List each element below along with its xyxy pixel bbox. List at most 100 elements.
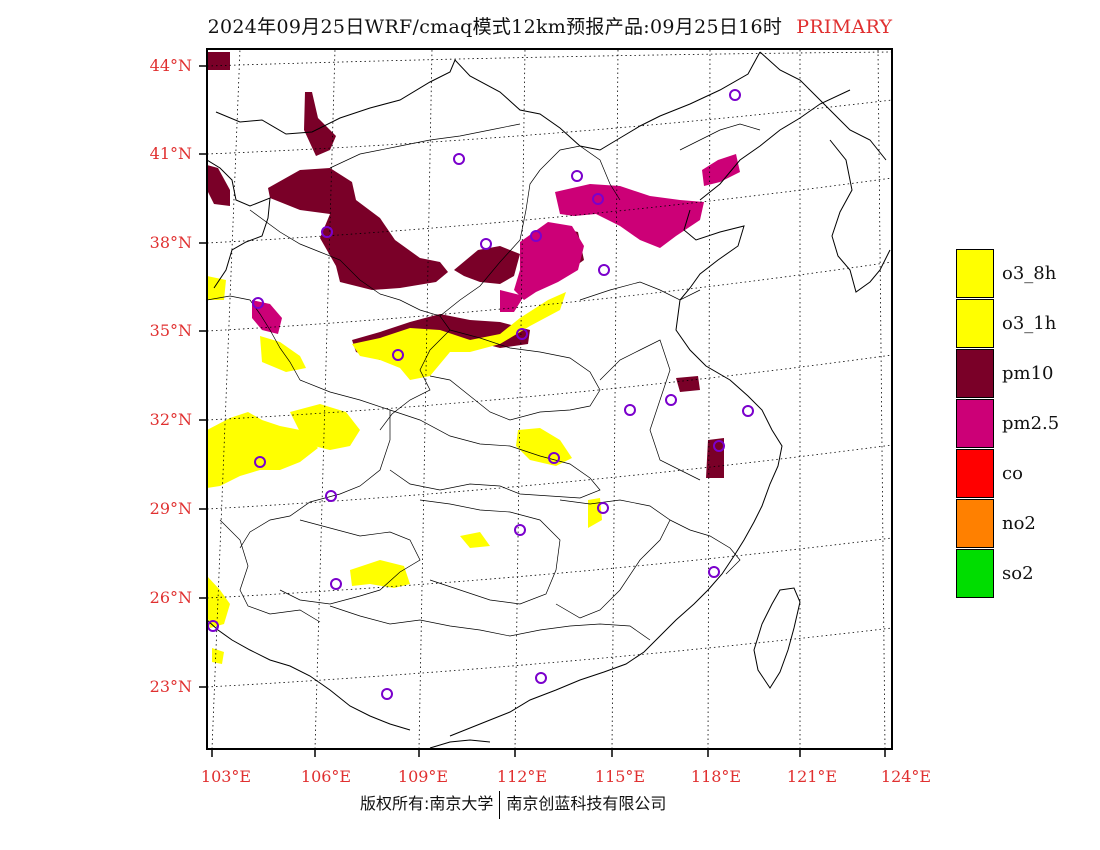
station-marker bbox=[325, 490, 337, 502]
lat-label: 32°N bbox=[150, 410, 192, 429]
legend-swatch bbox=[956, 299, 994, 348]
legend-item-pm25: pm2.5 bbox=[956, 399, 1096, 449]
lon-label: 124°E bbox=[881, 767, 931, 786]
lat-label: 35°N bbox=[150, 321, 192, 340]
lon-label: 121°E bbox=[787, 767, 837, 786]
legend-swatch bbox=[956, 549, 994, 598]
station-marker bbox=[665, 394, 677, 406]
lat-label: 38°N bbox=[150, 233, 192, 252]
national-border-north bbox=[215, 51, 761, 151]
pm10-region-northwest-corner bbox=[207, 52, 230, 70]
prov-yunnan bbox=[219, 519, 321, 623]
lon-labels: 103°E 106°E 109°E 112°E 115°E 118°E 121°… bbox=[201, 767, 931, 786]
lon-label: 115°E bbox=[595, 767, 645, 786]
prov-hunan bbox=[419, 499, 561, 605]
title-main: 2024年09月25日WRF/cmaq模式12km预报产品:09月25日16时 bbox=[207, 16, 783, 38]
prov-hubei bbox=[389, 409, 601, 499]
prov-innermongolia bbox=[329, 123, 521, 169]
station-marker bbox=[597, 502, 609, 514]
o3-region-sichuan-east bbox=[290, 404, 360, 450]
station-marker bbox=[453, 153, 465, 165]
legend-item-o3-8h: o3_8h bbox=[956, 249, 1096, 299]
prov-shanxi bbox=[439, 169, 541, 317]
prov-hebei bbox=[539, 145, 621, 201]
pm10-region-shanxi bbox=[454, 246, 520, 284]
map-frame-border bbox=[206, 48, 893, 750]
legend-item-so2: so2 bbox=[956, 549, 1096, 599]
lon-label: 109°E bbox=[398, 767, 448, 786]
national-border-southwest bbox=[207, 619, 411, 731]
station-marker bbox=[516, 328, 528, 340]
map-frame-bg bbox=[207, 49, 892, 749]
prov-shaanxi bbox=[379, 293, 451, 431]
o3-region-central bbox=[352, 292, 566, 380]
prov-guangxi-guangdong bbox=[329, 605, 651, 641]
lat-line-23 bbox=[207, 627, 892, 688]
provincial-borders bbox=[207, 123, 761, 641]
pm10-region-inner-mongolia bbox=[304, 92, 336, 156]
legend-label: pm10 bbox=[1002, 363, 1054, 384]
station-marker bbox=[742, 405, 754, 417]
pm10-region-north bbox=[268, 168, 448, 290]
national-border-west bbox=[207, 159, 271, 289]
pm25-region-northeast bbox=[702, 154, 740, 186]
legend-label: pm2.5 bbox=[1002, 413, 1060, 434]
footer-left: 版权所有:南京大学 bbox=[360, 794, 494, 813]
prov-liaoning bbox=[679, 123, 761, 151]
taiwan-island bbox=[753, 587, 801, 689]
lat-line-32 bbox=[207, 354, 892, 421]
station-marker bbox=[381, 688, 393, 700]
prov-zhejiang-fujian bbox=[669, 519, 741, 575]
station-marker bbox=[598, 264, 610, 276]
prov-gansu-ningxia bbox=[249, 209, 381, 295]
o3-region-sichuan-west bbox=[207, 412, 318, 488]
legend-item-no2: no2 bbox=[956, 499, 1096, 549]
lat-label: 23°N bbox=[150, 677, 192, 696]
station-marker bbox=[729, 89, 741, 101]
station-marker bbox=[252, 297, 264, 309]
o3-region-west-small bbox=[207, 276, 226, 300]
pm10-region-zhejiang bbox=[706, 438, 724, 478]
legend-swatch bbox=[956, 349, 994, 398]
lon-label: 112°E bbox=[497, 767, 547, 786]
station-marker bbox=[330, 578, 342, 590]
lat-label: 29°N bbox=[150, 499, 192, 518]
title-tag: PRIMARY bbox=[796, 16, 893, 38]
graticule bbox=[207, 49, 892, 749]
station-marker bbox=[480, 238, 492, 250]
coastline-bohai bbox=[699, 89, 851, 201]
legend-item-o3-1h: o3_1h bbox=[956, 299, 1096, 349]
lat-label: 26°N bbox=[150, 588, 192, 607]
lat-line-41 bbox=[207, 99, 892, 155]
axis-ticks bbox=[199, 65, 886, 757]
legend-label: no2 bbox=[1002, 513, 1036, 534]
lat-line-29 bbox=[207, 444, 892, 510]
lon-label: 103°E bbox=[201, 767, 251, 786]
station-marker bbox=[254, 456, 266, 468]
prov-sichuan-chongqing bbox=[239, 379, 391, 549]
footer-right: 南京创蓝科技有限公司 bbox=[506, 794, 667, 813]
legend-swatch bbox=[956, 399, 994, 448]
lat-line-44 bbox=[207, 51, 892, 67]
legend-swatch bbox=[956, 499, 994, 548]
prov-qinghai bbox=[207, 295, 301, 381]
boundaries bbox=[207, 51, 891, 749]
station-markers bbox=[207, 89, 754, 700]
station-marker bbox=[708, 566, 720, 578]
map-title: 2024年09月25日WRF/cmaq模式12km预报产品:09月25日16时 P… bbox=[0, 12, 1100, 39]
coastline-east bbox=[449, 209, 783, 737]
lon-label: 106°E bbox=[301, 767, 351, 786]
prov-shandong bbox=[579, 281, 701, 301]
legend: o3_8h o3_1h pm10 pm2.5 co no2 so2 bbox=[956, 249, 1096, 599]
station-marker bbox=[713, 440, 725, 452]
lat-line-26 bbox=[207, 537, 892, 599]
pm25-region-hebei bbox=[514, 222, 584, 300]
o3-region-guangxi-scattered bbox=[460, 532, 490, 548]
legend-swatch bbox=[956, 249, 994, 298]
legend-label: co bbox=[1002, 463, 1023, 484]
lon-label: 118°E bbox=[691, 767, 741, 786]
coastline-korea bbox=[829, 139, 891, 293]
station-marker bbox=[530, 230, 542, 242]
prov-jiangxi bbox=[555, 499, 671, 619]
